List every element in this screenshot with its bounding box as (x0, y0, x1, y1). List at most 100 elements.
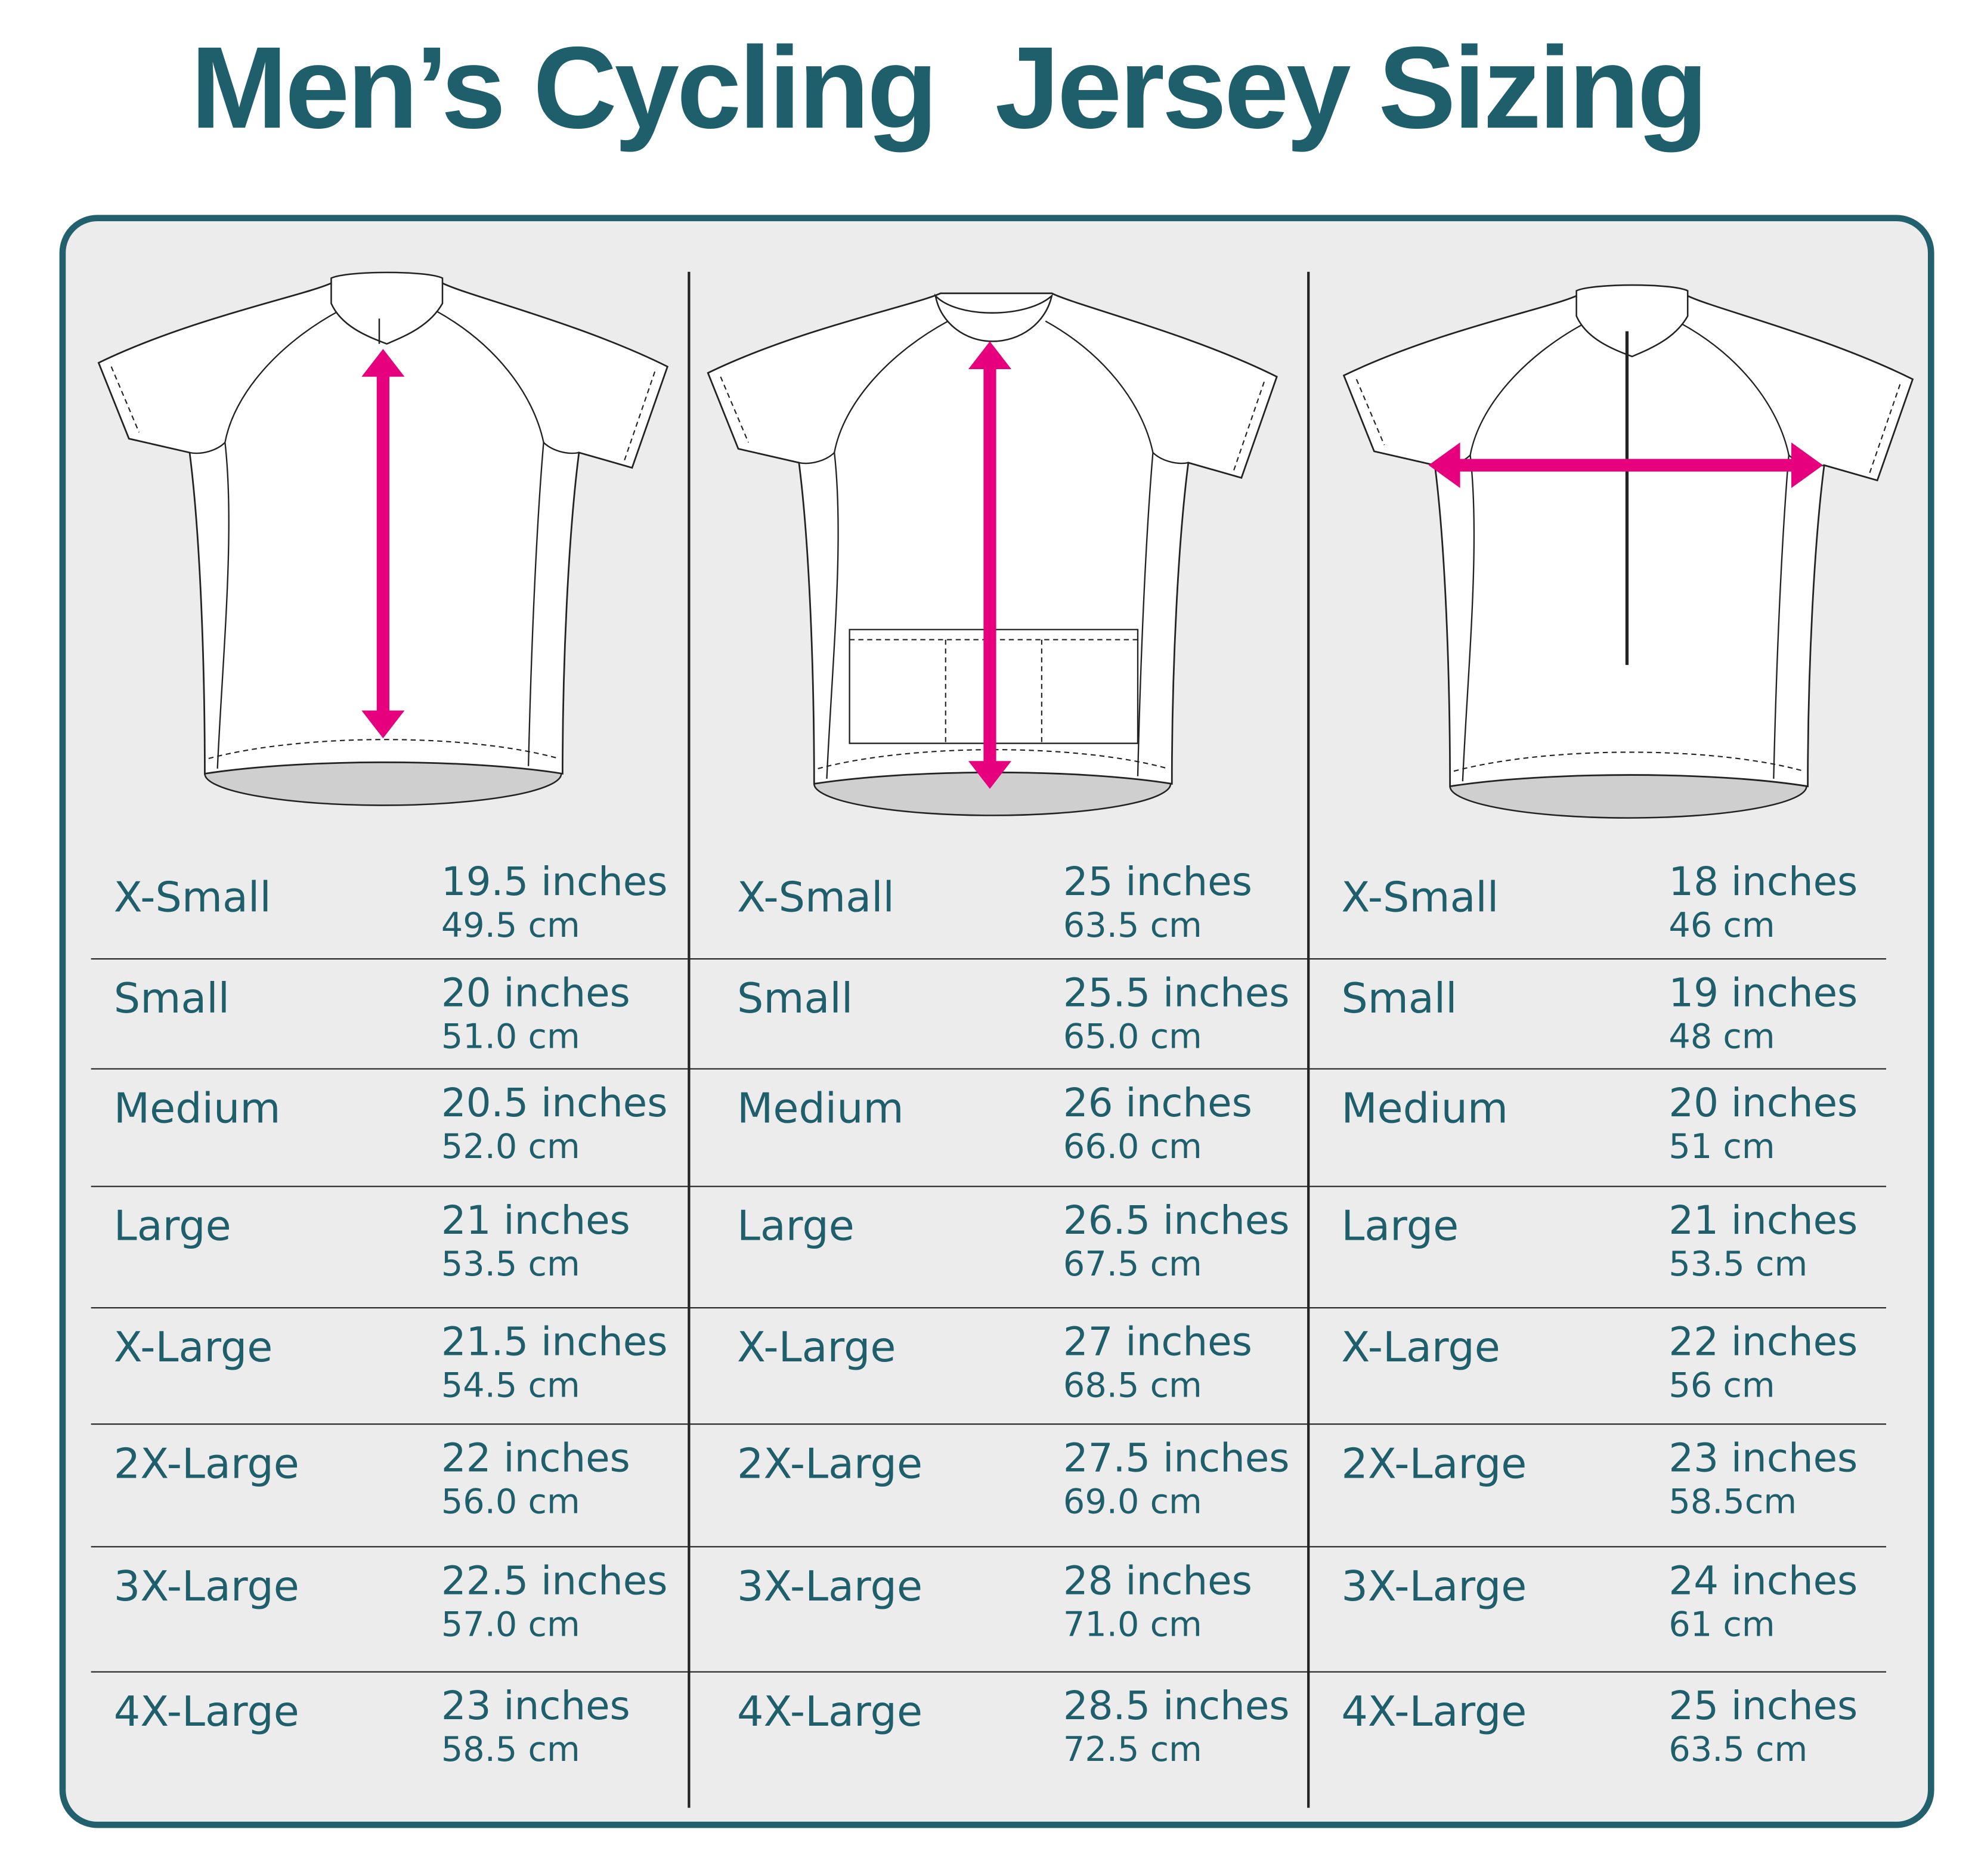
size-row: X-Large 21.5 inches 54.5 cm (91, 1307, 688, 1425)
size-row: X-Large 22 inches 56 cm (1307, 1307, 1887, 1425)
size-row: Small 20 inches 51.0 cm (91, 958, 688, 1070)
cm-value: 53.5 cm (441, 1245, 580, 1284)
size-label: 4X-Large (113, 1686, 299, 1736)
size-label: Medium (736, 1083, 904, 1133)
size-row: 2X-Large 22 inches 56.0 cm (91, 1423, 688, 1547)
inches-value: 20.5 inches (441, 1081, 668, 1126)
size-row: 3X-Large 22.5 inches 57.0 cm (91, 1546, 688, 1673)
inches-value: 27 inches (1063, 1320, 1252, 1366)
inches-value: 25 inches (1668, 1683, 1858, 1730)
cm-value: 72.5 cm (1063, 1730, 1202, 1770)
inches-value: 19.5 inches (441, 859, 668, 905)
cm-value: 58.5cm (1668, 1482, 1797, 1522)
inches-value: 21 inches (441, 1198, 630, 1245)
column-divider (688, 271, 690, 1808)
inches-value: 22.5 inches (441, 1558, 668, 1605)
cm-value: 69.0 cm (1063, 1482, 1202, 1522)
size-label: Small (113, 973, 230, 1023)
size-row: Small 19 inches 48 cm (1307, 958, 1887, 1070)
inches-value: 23 inches (1668, 1436, 1858, 1482)
inches-value: 22 inches (1668, 1320, 1858, 1366)
inches-value: 26.5 inches (1063, 1198, 1290, 1245)
length-arrow-icon (361, 349, 405, 739)
inches-value: 22 inches (441, 1436, 630, 1482)
inches-value: 20 inches (1668, 1081, 1858, 1126)
size-label: 2X-Large (113, 1438, 299, 1488)
inches-value: 25.5 inches (1063, 971, 1290, 1017)
cm-value: 67.5 cm (1063, 1245, 1202, 1284)
column-divider (1307, 271, 1309, 1808)
size-label: X-Large (113, 1322, 273, 1372)
size-label: Large (736, 1200, 855, 1250)
jersey-illustrations (97, 271, 1914, 819)
cm-value: 66.0 cm (1063, 1128, 1202, 1167)
size-row: 2X-Large 23 inches 58.5cm (1307, 1423, 1887, 1547)
size-row: 2X-Large 27.5 inches 69.0 cm (688, 1423, 1308, 1547)
size-row: Large 21 inches 53.5 cm (1307, 1186, 1887, 1309)
size-row: Small 25.5 inches 65.0 cm (688, 958, 1308, 1070)
cm-value: 52.0 cm (441, 1128, 580, 1167)
cm-value: 63.5 cm (1063, 906, 1202, 946)
inches-value: 21.5 inches (441, 1320, 668, 1366)
size-label: X-Small (113, 872, 271, 922)
size-row: Medium 20 inches 51 cm (1307, 1068, 1887, 1187)
size-label: Large (113, 1200, 231, 1250)
inches-value: 27.5 inches (1063, 1436, 1290, 1482)
size-label: Large (1341, 1200, 1459, 1250)
size-label: X-Large (1341, 1322, 1500, 1372)
cm-value: 63.5 cm (1668, 1730, 1808, 1770)
size-label: 2X-Large (1341, 1438, 1527, 1488)
cm-value: 54.5 cm (441, 1366, 580, 1406)
size-row: 3X-Large 28 inches 71.0 cm (688, 1546, 1308, 1673)
cm-value: 48 cm (1668, 1017, 1775, 1057)
size-label: 3X-Large (1341, 1561, 1527, 1611)
size-label: Medium (1341, 1083, 1509, 1133)
size-label: Small (1341, 973, 1457, 1023)
size-label: 2X-Large (736, 1438, 923, 1488)
inches-value: 23 inches (441, 1683, 630, 1730)
size-row: Medium 20.5 inches 52.0 cm (91, 1068, 688, 1187)
jersey-front-illustration (97, 271, 668, 806)
size-label: X-Large (736, 1322, 896, 1372)
cm-value: 71.0 cm (1063, 1605, 1202, 1645)
cm-value: 61 cm (1668, 1605, 1775, 1645)
size-label: X-Small (736, 872, 894, 922)
chest-width-arrow-icon (1428, 442, 1824, 488)
cm-value: 68.5 cm (1063, 1366, 1202, 1406)
cm-value: 51 cm (1668, 1128, 1775, 1167)
jersey-chest-illustration (1343, 284, 1914, 819)
page-title: Men’s Cycling Jersey Sizing (190, 24, 1708, 153)
cm-value: 56.0 cm (441, 1482, 580, 1522)
inches-value: 18 inches (1668, 859, 1858, 905)
cm-value: 49.5 cm (441, 906, 580, 946)
inches-value: 28 inches (1063, 1558, 1252, 1605)
cm-value: 46 cm (1668, 906, 1775, 946)
inches-value: 25 inches (1063, 859, 1252, 905)
inches-value: 19 inches (1668, 971, 1858, 1017)
size-row: 4X-Large 23 inches 58.5 cm (91, 1671, 688, 1795)
size-row: 3X-Large 24 inches 61 cm (1307, 1546, 1887, 1673)
size-label: Medium (113, 1083, 281, 1133)
size-label: 3X-Large (736, 1561, 923, 1611)
size-row: X-Large 27 inches 68.5 cm (688, 1307, 1308, 1425)
size-row: Large 26.5 inches 67.5 cm (688, 1186, 1308, 1309)
size-row: 4X-Large 25 inches 63.5 cm (1307, 1671, 1886, 1795)
inches-value: 26 inches (1063, 1081, 1252, 1126)
inches-value: 20 inches (441, 971, 630, 1017)
size-label: 3X-Large (113, 1561, 299, 1611)
cm-value: 56 cm (1668, 1366, 1775, 1406)
size-row: Medium 26 inches 66.0 cm (688, 1068, 1308, 1187)
cm-value: 53.5 cm (1668, 1245, 1808, 1284)
cm-value: 51.0 cm (441, 1017, 580, 1057)
size-row: X-Small 19.5 inches 49.5 cm (91, 859, 688, 960)
cm-value: 57.0 cm (441, 1605, 580, 1645)
size-label: 4X-Large (1341, 1686, 1527, 1736)
inches-value: 24 inches (1668, 1558, 1858, 1605)
size-label: X-Small (1341, 872, 1499, 922)
size-row: Large 21 inches 53.5 cm (91, 1186, 688, 1309)
jersey-back-illustration (707, 292, 1278, 816)
size-label: Small (736, 973, 853, 1023)
inches-value: 28.5 inches (1063, 1683, 1290, 1730)
inches-value: 21 inches (1668, 1198, 1858, 1245)
